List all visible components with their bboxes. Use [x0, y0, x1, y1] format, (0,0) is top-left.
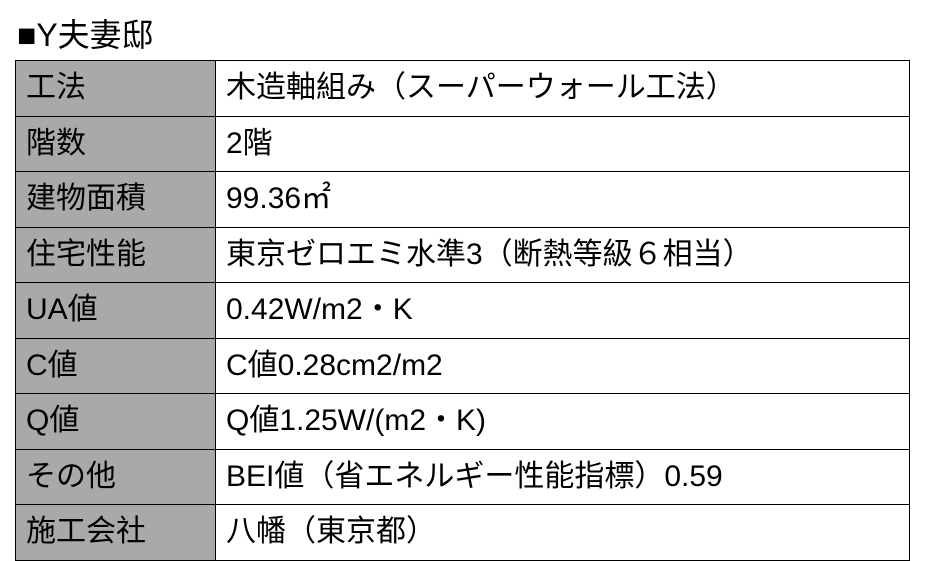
table-row: UA値 0.42W/m2・K: [16, 283, 910, 339]
row-label: 階数: [16, 116, 216, 172]
table-row: C値 C値0.28cm2/m2: [16, 338, 910, 394]
table-row: 階数 2階: [16, 116, 910, 172]
table-row: 建物面積 99.36㎡: [16, 172, 910, 228]
row-label: UA値: [16, 283, 216, 339]
row-value: 2階: [216, 116, 910, 172]
row-value: 0.42W/m2・K: [216, 283, 910, 339]
page-title: ■Y夫妻邸: [15, 10, 910, 56]
table-row: 住宅性能 東京ゼロエミ水準3（断熱等級６相当）: [16, 227, 910, 283]
row-value: Q値1.25W/(m2・K): [216, 394, 910, 450]
row-label: 住宅性能: [16, 227, 216, 283]
row-value: 八幡（東京都）: [216, 505, 910, 561]
row-label: C値: [16, 338, 216, 394]
row-label: 建物面積: [16, 172, 216, 228]
table-row: その他 BEI値（省エネルギー性能指標）0.59: [16, 449, 910, 505]
table-row: 工法 木造軸組み（スーパーウォール工法）: [16, 61, 910, 117]
row-label: その他: [16, 449, 216, 505]
row-value: 99.36㎡: [216, 172, 910, 228]
row-value: BEI値（省エネルギー性能指標）0.59: [216, 449, 910, 505]
row-label: 工法: [16, 61, 216, 117]
row-value: 東京ゼロエミ水準3（断熱等級６相当）: [216, 227, 910, 283]
row-label: Q値: [16, 394, 216, 450]
row-value: 木造軸組み（スーパーウォール工法）: [216, 61, 910, 117]
table-row: 施工会社 八幡（東京都）: [16, 505, 910, 561]
row-label: 施工会社: [16, 505, 216, 561]
spec-table: 工法 木造軸組み（スーパーウォール工法） 階数 2階 建物面積 99.36㎡ 住…: [15, 60, 910, 561]
row-value: C値0.28cm2/m2: [216, 338, 910, 394]
table-row: Q値 Q値1.25W/(m2・K): [16, 394, 910, 450]
